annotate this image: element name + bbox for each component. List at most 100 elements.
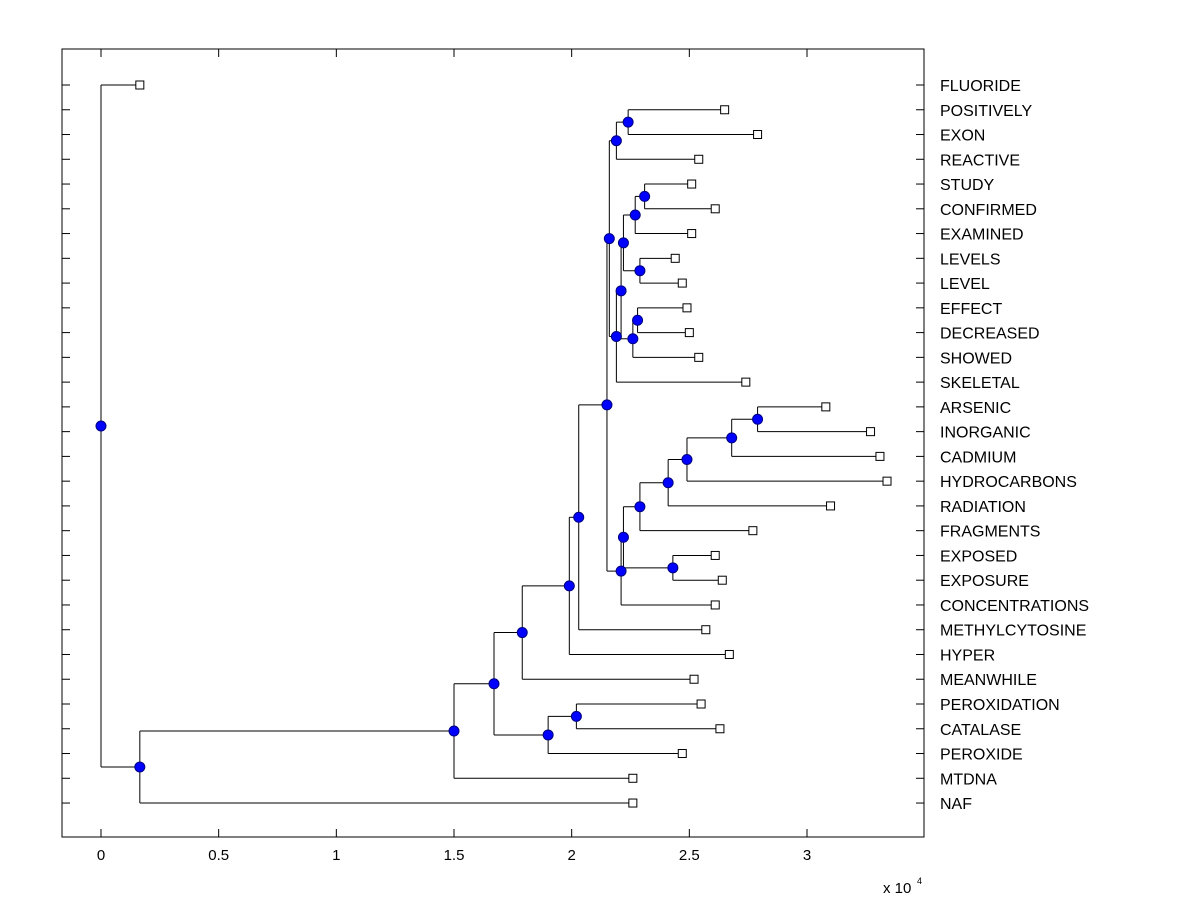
leaf-marker-fragments — [748, 526, 758, 536]
leaf-marker-study — [687, 179, 697, 189]
leaf-label-positively: POSITIVELY — [940, 103, 1033, 120]
x-tick-label: 2.5 — [679, 847, 700, 864]
leaf-label-meanwhile: MEANWHILE — [940, 672, 1037, 689]
leaf-label-fragments: FRAGMENTS — [940, 524, 1040, 541]
node-marker-n_big_naf — [134, 761, 146, 773]
leaf-marker-mtdna — [628, 773, 638, 783]
leaf-label-exon: EXON — [940, 128, 985, 145]
leaf-marker-effect — [682, 303, 692, 313]
leaf-label-inorganic: INORGANIC — [940, 425, 1031, 442]
node-marker-n_study_skeletal — [610, 330, 622, 342]
leaf-marker-skeletal — [741, 377, 751, 387]
node-marker-n_exposed_exposure — [667, 562, 679, 574]
node-marker-n_study_conf — [639, 190, 651, 202]
leaf-marker-arsenic — [821, 402, 831, 412]
node-marker-n_ars_exposed — [617, 531, 629, 543]
leaf-marker-naf — [628, 798, 638, 808]
leaf-label-levels: LEVELS — [940, 251, 1000, 268]
leaf-marker-levels — [670, 253, 680, 263]
x-tick-label: 3 — [803, 847, 811, 864]
node-marker-n_big_hyper — [563, 580, 575, 592]
node-marker-n_study_conf_exam — [629, 209, 641, 221]
node-marker-n_big_mtdna — [448, 725, 460, 737]
leaf-label-naf: NAF — [940, 796, 972, 813]
node-marker-n_perox_catal — [570, 710, 582, 722]
leaf-marker-exposure — [717, 575, 727, 585]
leaf-marker-radiation — [826, 501, 836, 511]
leaf-label-fluoride: FLUORIDE — [940, 78, 1021, 95]
leaf-label-cadmium: CADMIUM — [940, 449, 1016, 466]
node-marker-n_ars_frag — [634, 501, 646, 513]
leaf-marker-examined — [687, 229, 697, 239]
leaf-label-skeletal: SKELETAL — [940, 375, 1020, 392]
node-marker-n_levels_level — [634, 265, 646, 277]
leaf-marker-inorganic — [866, 427, 876, 437]
leaf-label-study: STUDY — [940, 177, 995, 194]
node-marker-n_big_methyl — [573, 511, 585, 523]
leaf-label-hyper: HYPER — [940, 647, 995, 664]
leaf-marker-exon — [753, 130, 763, 140]
node-marker-n_pos_exon — [622, 116, 634, 128]
x-tick-label: 0.5 — [208, 847, 229, 864]
node-marker-n_effect_decr — [632, 314, 644, 326]
node-marker-n_pos_exon_react — [610, 135, 622, 147]
x-tick-label: 0 — [97, 847, 105, 864]
node-marker-n_ars_cadm — [726, 432, 738, 444]
x-multiplier-label: x 10 — [883, 880, 911, 897]
leaf-marker-level — [677, 278, 687, 288]
leaf-marker-concentrations — [710, 600, 720, 610]
leaf-label-concentrations: CONCENTRATIONS — [940, 598, 1089, 615]
leaf-label-showed: SHOWED — [940, 350, 1012, 367]
leaf-marker-peroxidation — [696, 699, 706, 709]
leaf-marker-hydrocarbons — [882, 476, 892, 486]
node-marker-n_ars_rad — [662, 477, 674, 489]
node-marker-n_ars_inorg — [752, 413, 764, 425]
node-marker-n_study_showed — [615, 285, 627, 297]
leaf-marker-meanwhile — [689, 674, 699, 684]
x-tick-label: 1.5 — [444, 847, 465, 864]
node-marker-n_ars_conc — [615, 565, 627, 577]
leaf-marker-decreased — [684, 328, 694, 338]
x-tick-label: 2 — [567, 847, 575, 864]
node-marker-n_upper — [603, 233, 615, 245]
leaf-label-mtdna: MTDNA — [940, 771, 997, 788]
node-marker-n_big_meanwhile — [516, 627, 528, 639]
leaf-marker-catalase — [715, 724, 725, 734]
leaf-label-exposed: EXPOSED — [940, 548, 1017, 565]
leaf-label-confirmed: CONFIRMED — [940, 202, 1037, 219]
leaf-marker-reactive — [694, 154, 704, 164]
leaf-label-reactive: REACTIVE — [940, 152, 1020, 169]
leaf-label-hydrocarbons: HYDROCARBONS — [940, 474, 1077, 491]
leaf-label-effect: EFFECT — [940, 301, 1002, 318]
node-marker-n_ars_hydro — [681, 453, 693, 465]
leaf-markers — [135, 80, 892, 808]
leaf-label-exposure: EXPOSURE — [940, 573, 1029, 590]
leaf-marker-exposed — [710, 550, 720, 560]
leaf-label-methylcytosine: METHYLCYTOSINE — [940, 623, 1086, 640]
node-markers — [95, 116, 764, 773]
leaf-label-peroxide: PEROXIDE — [940, 747, 1023, 764]
leaf-marker-methylcytosine — [701, 625, 711, 635]
leaf-label-peroxidation: PEROXIDATION — [940, 697, 1060, 714]
leaf-marker-showed — [694, 352, 704, 362]
leaf-marker-hyper — [724, 649, 734, 659]
plot-frame — [61, 48, 925, 838]
leaf-marker-fluoride — [135, 80, 145, 90]
leaf-label-level: LEVEL — [940, 276, 990, 293]
node-marker-n_study_levels — [617, 237, 629, 249]
node-marker-n_big_perox — [488, 678, 500, 690]
leaf-label-arsenic: ARSENIC — [940, 400, 1011, 417]
node-marker-n_perox_peroxide — [542, 729, 554, 741]
leaf-marker-cadmium — [875, 451, 885, 461]
leaf-label-catalase: CATALASE — [940, 722, 1021, 739]
leaf-marker-positively — [720, 105, 730, 115]
node-marker-n_root — [95, 420, 107, 432]
leaf-marker-peroxide — [677, 749, 687, 759]
node-marker-n_effect_showed — [627, 333, 639, 345]
leaf-marker-confirmed — [710, 204, 720, 214]
node-marker-n_big — [601, 399, 613, 411]
x-multiplier-exponent: 4 — [917, 876, 922, 886]
axis-ticks: 0 0.5 1 1.5 2 2.5 3 — [62, 49, 924, 864]
leaf-label-examined: EXAMINED — [940, 227, 1024, 244]
